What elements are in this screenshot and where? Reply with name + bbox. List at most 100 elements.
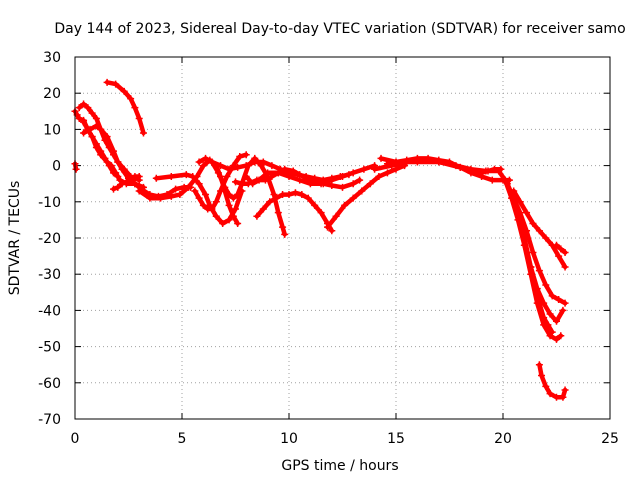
data-point-marker [561,299,569,307]
data-point-marker [101,154,109,162]
series-markers-sat-16 [324,162,409,231]
data-point-marker [501,176,509,184]
data-point-marker [176,191,184,199]
data-point-marker [139,129,147,137]
data-point-marker [503,180,511,188]
data-point-marker [304,194,312,202]
x-axis-title: GPS time / hours [281,458,398,474]
y-tick-label: -50 [38,340,61,356]
series-markers-sat-25 [535,361,569,401]
data-point-marker [268,162,276,170]
data-point-marker [259,158,267,166]
data-point-marker [279,191,287,199]
data-point-marker [542,382,550,390]
x-tick-label: 20 [494,431,512,447]
data-point-marker [167,172,175,180]
data-point-marker [375,172,383,180]
data-point-marker [122,178,130,186]
data-point-marker [255,176,263,184]
data-point-marker [349,180,357,188]
data-point-marker [553,241,560,249]
data-point-marker [114,183,122,191]
data-point-marker [232,205,239,213]
data-point-marker [212,198,220,206]
data-point-marker [540,299,548,307]
data-point-marker [516,198,524,206]
data-point-marker [97,147,105,155]
data-point-marker [482,167,490,175]
series-markers-sat-10 [191,151,250,213]
data-point-marker [535,227,543,235]
data-point-marker [311,201,319,209]
data-point-marker [199,162,207,170]
data-point-marker [80,129,88,137]
x-tick-label: 0 [71,431,80,447]
data-point-marker [557,332,565,340]
data-point-marker [272,194,280,202]
data-point-marker [285,172,293,180]
series-line-sat-16 [325,163,407,230]
data-point-marker [467,165,475,173]
data-point-marker [559,306,567,314]
data-point-marker [202,191,210,199]
data-point-marker [377,154,385,162]
data-point-marker [184,183,192,191]
data-point-marker [191,187,199,195]
data-point-marker [251,158,259,166]
data-point-marker [291,189,299,197]
data-point-marker [112,80,120,88]
data-point-marker [557,245,565,253]
data-point-marker [80,118,88,126]
data-point-marker [127,174,135,182]
data-point-marker [392,165,400,173]
data-point-marker [229,194,237,202]
data-point-marker [225,165,233,173]
series-line-sat-6 [81,123,142,183]
data-point-marker [219,220,227,228]
grid-lines [75,57,610,419]
plot-frame [74,56,611,420]
data-point-marker [535,267,543,275]
data-point-marker [360,165,368,173]
data-point-marker [167,192,175,200]
data-point-marker [75,104,83,112]
data-point-marker [403,158,411,166]
data-point-marker [131,180,139,188]
data-point-marker [88,133,96,141]
data-point-marker [535,361,543,369]
data-point-marker [317,209,325,217]
data-point-marker [110,169,118,177]
y-tick-label: 0 [52,159,61,175]
data-point-marker [561,248,569,256]
data-point-marker [383,169,391,177]
data-point-marker [214,169,222,177]
data-point-marker [542,234,550,242]
data-point-marker [172,185,180,193]
data-point-marker [261,176,269,184]
data-point-marker [527,263,535,271]
series-markers-sat-21 [503,180,569,307]
data-point-marker [97,125,105,133]
data-point-marker [199,201,207,209]
data-point-marker [114,172,122,180]
data-point-marker [234,220,242,228]
tick-labels: 0 5 10 15 20 25 30 20 10 0 -10 -20 -30 -40 -50 -60 -70 [38,50,619,447]
data-point-marker [157,194,165,202]
data-point-marker [540,321,548,329]
data-point-marker [195,158,203,166]
series-markers-sat-1 [103,78,147,137]
y-tick-label: -20 [38,231,61,247]
data-series [71,78,569,401]
data-point-marker [266,198,274,206]
y-tick-label: -40 [38,303,61,319]
data-point-marker [234,163,242,171]
series-markers-sat-23 [520,241,567,325]
data-point-marker [127,95,135,103]
data-point-marker [223,172,231,180]
data-point-marker [538,372,546,380]
y-tick-label: 30 [43,50,61,66]
data-point-marker [296,176,304,184]
data-point-marker [135,172,143,180]
